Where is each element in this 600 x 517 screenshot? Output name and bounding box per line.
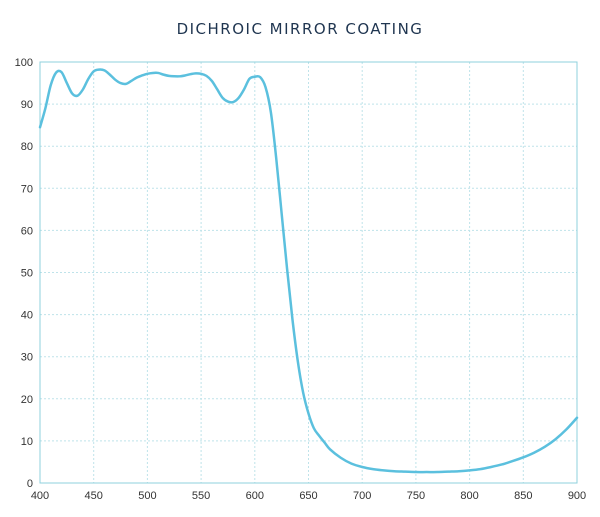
x-tick-label: 700 [353, 490, 371, 502]
y-tick-label: 80 [21, 141, 33, 153]
x-tick-label: 900 [568, 490, 586, 502]
plot-frame [39, 61, 578, 484]
x-tick-label: 800 [460, 490, 478, 502]
y-tick-label: 40 [21, 310, 33, 322]
y-tick-label: 30 [21, 352, 33, 364]
y-axis-ticks: 0 10 20 30 40 50 60 70 80 90 100 [15, 57, 33, 490]
x-axis-ticks: 400 450 500 550 600 650 700 750 800 850 900 [31, 490, 586, 502]
x-tick-label: 850 [514, 490, 532, 502]
series-layer [38, 68, 579, 474]
y-tick-label: 70 [21, 183, 33, 195]
y-tick-label: 100 [15, 57, 33, 69]
y-tick-label: 20 [21, 394, 33, 406]
chart-title: DICHROIC MIRROR COATING [176, 20, 424, 38]
x-tick-label: 500 [138, 490, 156, 502]
y-tick-label: 0 [27, 478, 33, 490]
x-tick-label: 650 [299, 490, 317, 502]
series-line [38, 68, 579, 474]
x-tick-label: 600 [246, 490, 264, 502]
x-tick-label: 400 [31, 490, 49, 502]
y-tick-label: 10 [21, 436, 33, 448]
x-tick-label: 750 [407, 490, 425, 502]
y-tick-label: 50 [21, 268, 33, 280]
x-tick-label: 450 [85, 490, 103, 502]
grid-lines [40, 62, 577, 483]
y-tick-label: 60 [21, 225, 33, 237]
x-tick-label: 550 [192, 490, 210, 502]
y-tick-label: 90 [21, 99, 33, 111]
